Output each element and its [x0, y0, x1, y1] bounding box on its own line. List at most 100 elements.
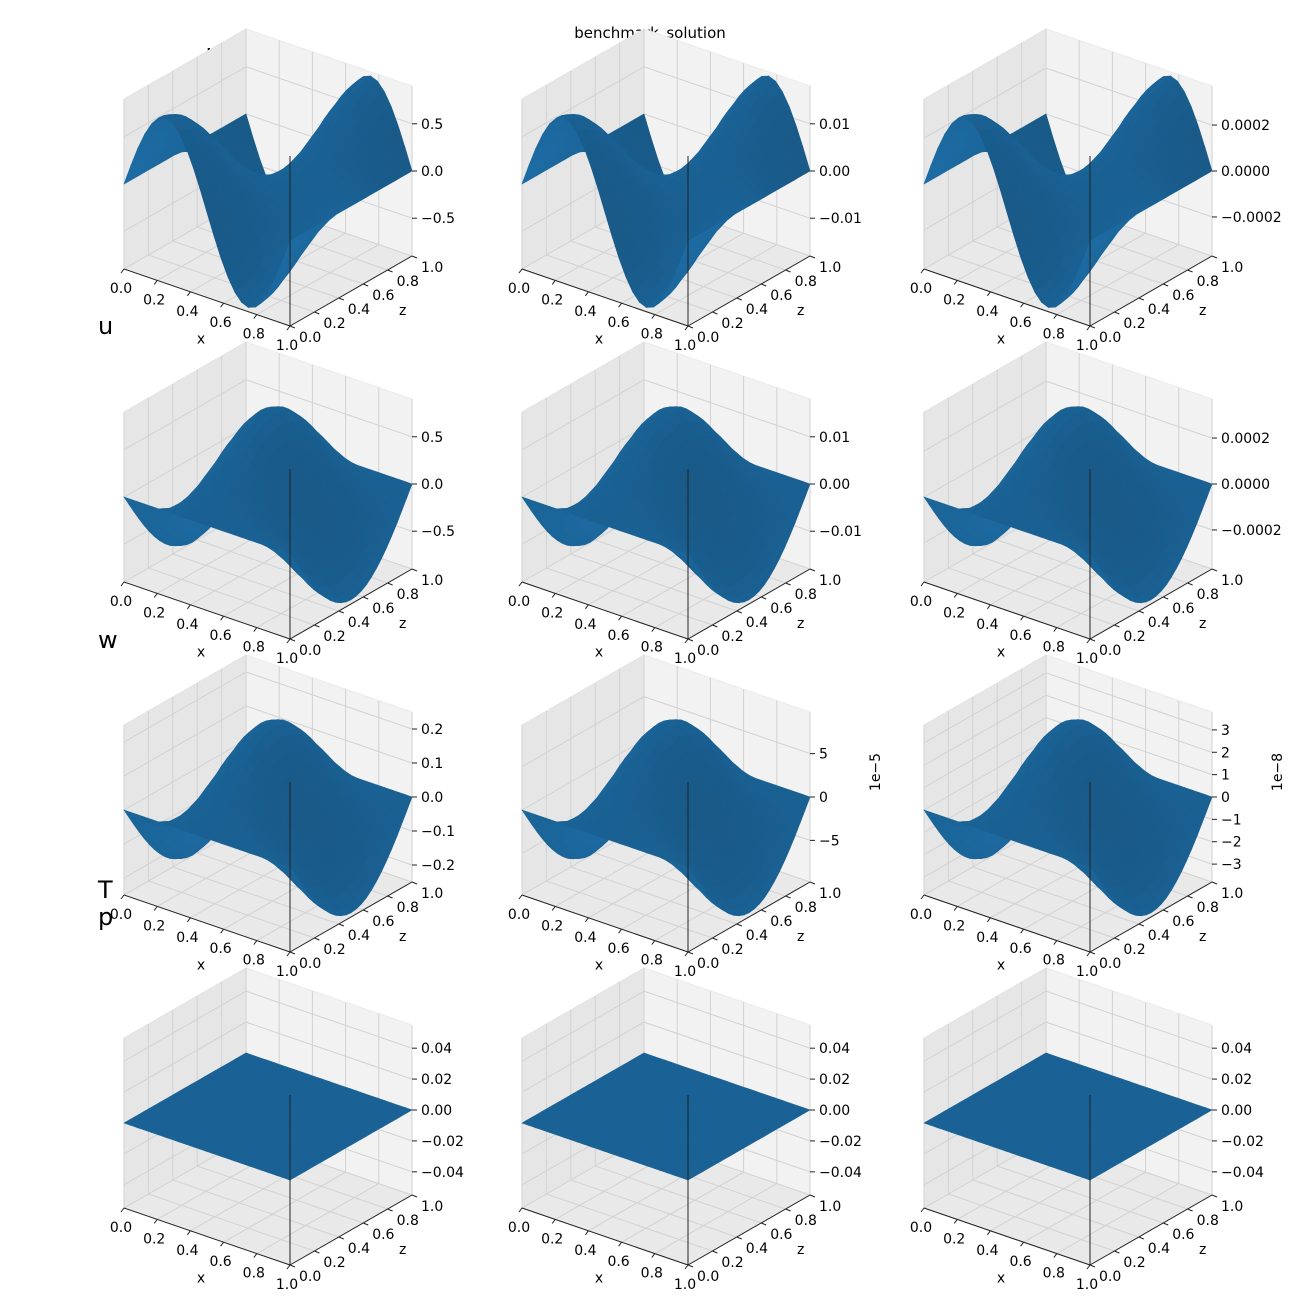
z-tick-mark — [687, 638, 694, 642]
x-tick-label: 1.0 — [276, 338, 298, 354]
x-tick-mark — [684, 638, 689, 644]
z-axis-line — [687, 255, 811, 327]
x-tick-mark — [551, 593, 556, 598]
x-tick-label: 0.4 — [176, 304, 198, 320]
z-tick-mark — [314, 937, 320, 941]
x-tick-label: 0.0 — [508, 594, 530, 610]
z-tick-mark — [411, 568, 418, 572]
z-tick-mark — [736, 297, 742, 301]
z-tick-label: 0.8 — [795, 274, 817, 290]
z-tick-label: 0.6 — [372, 288, 394, 304]
z-tick-label: 0.2 — [323, 942, 345, 958]
value-tick-label: 0.00 — [819, 477, 850, 493]
x-tick-mark — [551, 280, 556, 285]
x-axis-line — [521, 268, 689, 327]
value-tick-label: −0.2 — [421, 858, 455, 874]
z-tick-label: 0.2 — [721, 316, 743, 332]
gridline-z — [196, 57, 364, 285]
z-tick-label: 0.0 — [299, 330, 321, 346]
x-tick-mark — [1053, 314, 1058, 319]
z-tick-mark — [1089, 325, 1096, 329]
z-tick-label: 0.8 — [397, 900, 419, 916]
x-tick-mark — [987, 604, 991, 610]
z-tick-label: 0.2 — [721, 629, 743, 645]
row-label-w: w — [98, 626, 118, 654]
z-tick-mark — [289, 638, 296, 642]
z-tick-mark — [1211, 255, 1218, 259]
z-tick-label: 0.2 — [323, 316, 345, 332]
value-tick-label: 0.0 — [421, 164, 443, 180]
z-tick-mark — [411, 881, 418, 885]
z-tick-label: 0.2 — [323, 629, 345, 645]
x-tick-mark — [1053, 627, 1058, 632]
x-axis-label: x — [595, 332, 603, 348]
x-tick-mark — [953, 280, 958, 285]
value-tick-label: 0.0002 — [1221, 431, 1270, 447]
x-tick-label: 0.2 — [541, 605, 563, 621]
z-tick-label: 0.8 — [795, 587, 817, 603]
x-tick-mark — [1086, 325, 1091, 331]
panel-w-col1: 0.00.20.40.60.81.0 0.00.20.40.60.81.00.01… — [508, 341, 862, 667]
x-tick-label: 0.8 — [641, 327, 663, 343]
value-tick-label: 0.01 — [819, 117, 850, 133]
value-tick-label: 0.01 — [819, 430, 850, 446]
z-tick-mark — [1089, 638, 1096, 642]
value-tick-label: 0.0 — [421, 477, 443, 493]
x-tick-label: 0.0 — [110, 907, 132, 923]
gridline-z — [594, 57, 762, 285]
x-tick-label: 0.2 — [943, 605, 965, 621]
z-tick-mark — [1187, 582, 1193, 586]
value-tick-label: 0.1 — [421, 756, 443, 772]
z-axis-label: z — [399, 303, 406, 319]
z-tick-label: 0.0 — [299, 956, 321, 972]
z-tick-mark — [1187, 269, 1193, 273]
x-tick-label: 1.0 — [1076, 651, 1098, 667]
z-tick-mark — [338, 610, 344, 614]
x-axis-label: x — [595, 645, 603, 661]
x-tick-mark — [153, 593, 158, 598]
x-tick-label: 0.0 — [110, 594, 132, 610]
x-tick-label: 0.6 — [209, 315, 231, 331]
x-tick-mark — [518, 581, 523, 587]
z-tick-label: 1.0 — [1221, 573, 1243, 589]
x-tick-mark — [120, 581, 125, 587]
z-tick-label: 0.8 — [397, 587, 419, 603]
value-tick-label: −0.5 — [421, 211, 455, 227]
z-tick-label: 0.4 — [746, 615, 768, 631]
z-axis-label: z — [797, 303, 804, 319]
z-tick-mark — [387, 582, 393, 586]
value-tick-label: 0.0000 — [1221, 477, 1270, 493]
x-tick-mark — [1020, 615, 1024, 621]
gridline-z — [996, 57, 1164, 285]
x-axis-line — [123, 268, 291, 327]
panel-T-col0: 0.00.20.40.60.81.0 0.00.20.40.60.81.00.20… — [110, 654, 455, 980]
z-tick-mark — [712, 624, 718, 628]
x-tick-label: 0.0 — [910, 594, 932, 610]
x-axis-label: x — [197, 958, 205, 974]
x-tick-mark — [518, 268, 523, 274]
x-tick-label: 0.6 — [209, 628, 231, 644]
x-tick-label: 1.0 — [1076, 338, 1098, 354]
surface-cell — [680, 237, 694, 261]
z-tick-mark — [1163, 283, 1169, 287]
z-tick-label: 1.0 — [819, 260, 841, 276]
x-tick-label: 0.2 — [143, 292, 165, 308]
x-axis-label: x — [997, 332, 1005, 348]
x-tick-label: 0.2 — [143, 605, 165, 621]
x-axis-label: x — [197, 332, 205, 348]
value-tick-label: −0.1 — [421, 824, 455, 840]
panel-w-col2: 0.00.20.40.60.81.0 0.00.20.40.60.81.00.00… — [910, 341, 1282, 667]
row-label-p: p — [98, 903, 113, 931]
z-tick-label: 0.0 — [697, 330, 719, 346]
z-tick-mark — [289, 951, 296, 955]
x-tick-mark — [253, 940, 258, 945]
x-tick-label: 0.0 — [910, 281, 932, 297]
value-tick-label: −0.5 — [421, 524, 455, 540]
z-tick-label: 0.8 — [397, 274, 419, 290]
z-tick-label: 0.4 — [1148, 302, 1170, 318]
z-tick-mark — [736, 610, 742, 614]
x-tick-label: 0.6 — [1009, 315, 1031, 331]
x-tick-mark — [585, 291, 589, 297]
x-tick-label: 0.8 — [1043, 327, 1065, 343]
